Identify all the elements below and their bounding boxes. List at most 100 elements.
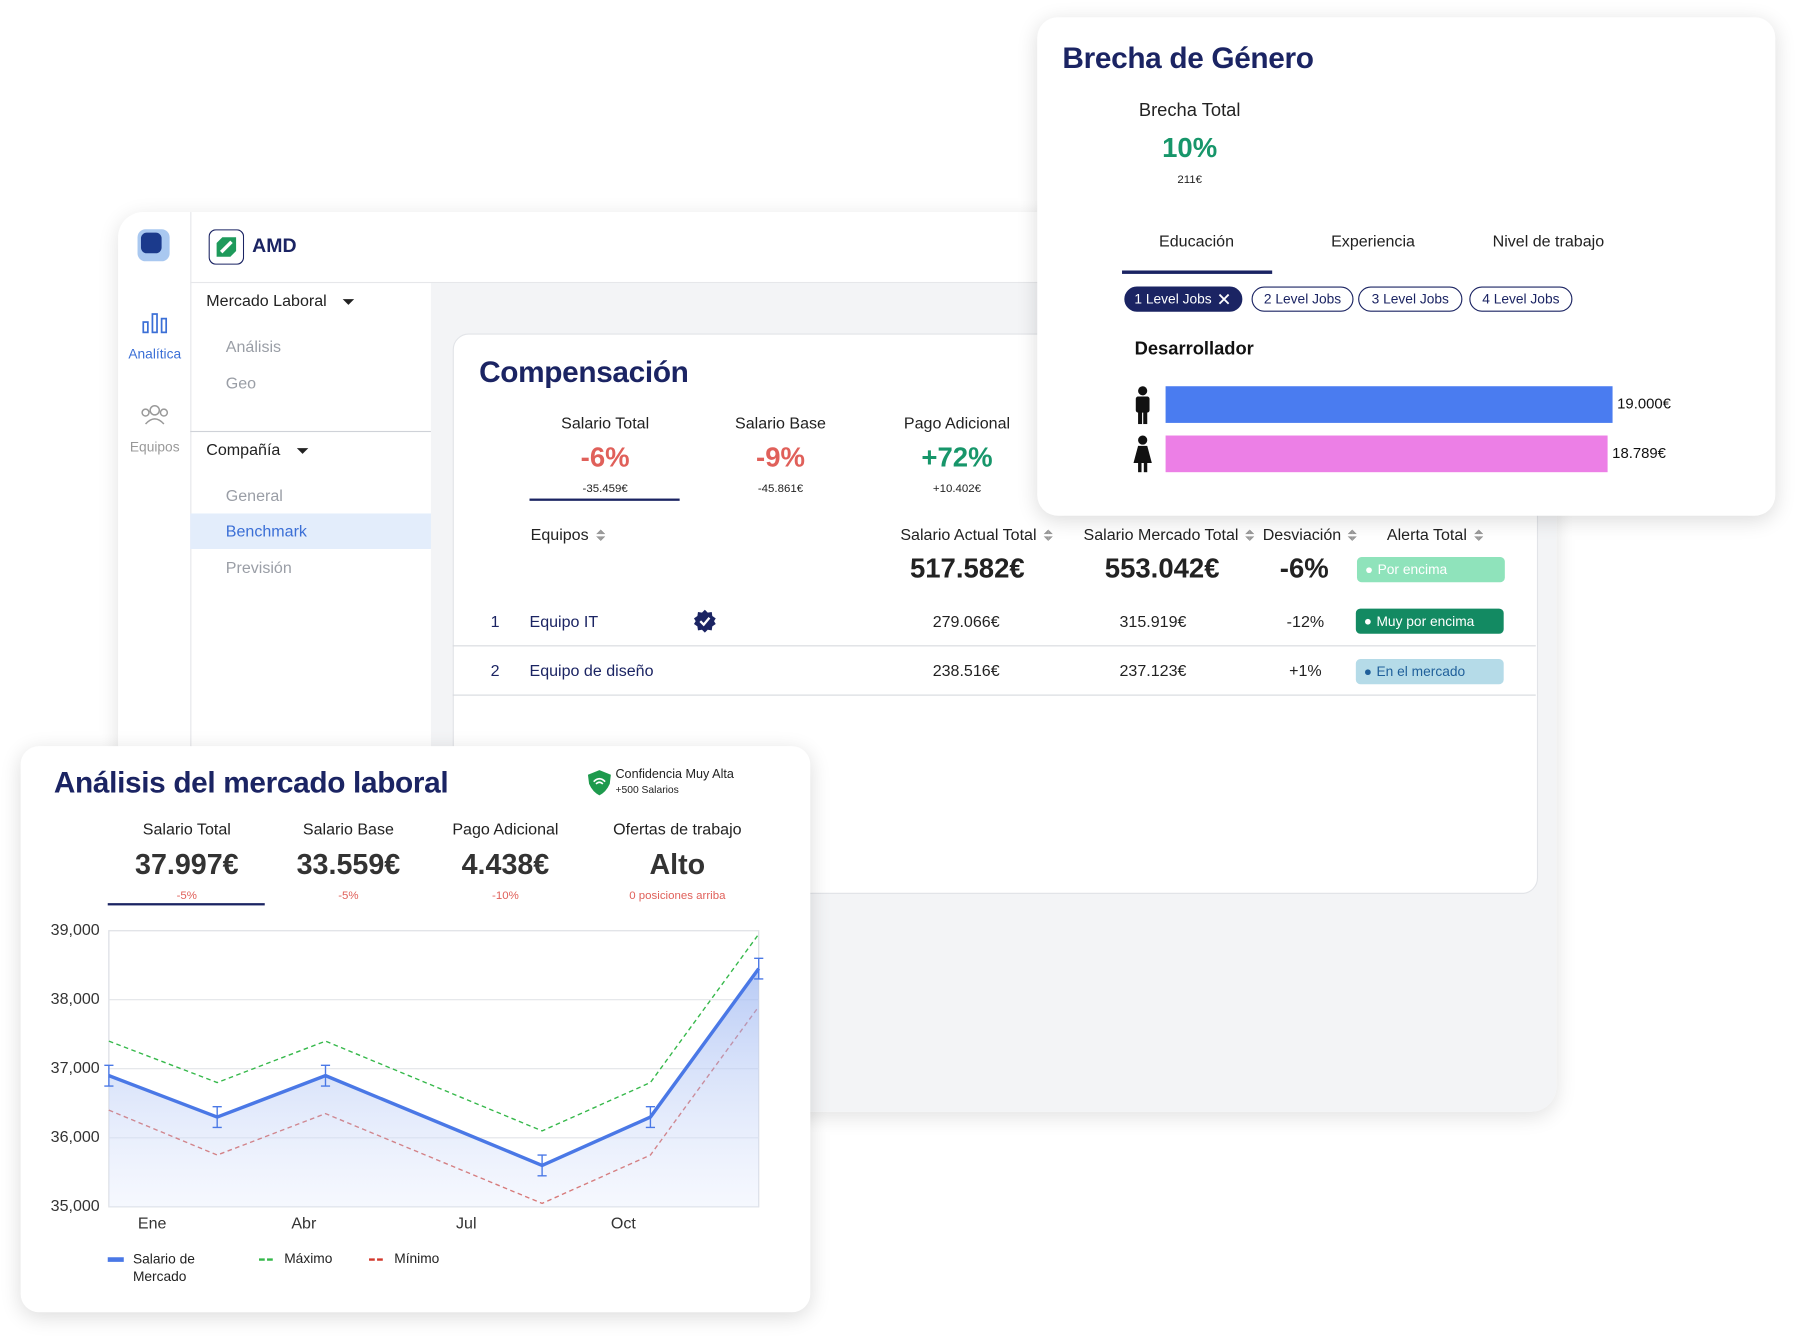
nav-item[interactable]: Previsión [225,558,292,577]
cell: 315.919€ [1119,612,1187,631]
total-cell: -6% [1279,553,1329,585]
column-name: Equipos [530,524,589,544]
caret [296,447,308,454]
alert-text: Muy por encima [1376,613,1475,630]
team-name[interactable]: Equipo de diseño [529,661,654,680]
row-index: 2 [490,661,500,680]
icon-sidebar [118,212,192,1112]
total-cell: 553.042€ [1104,553,1220,585]
column-header[interactable]: Alerta Total [1387,525,1483,543]
nav-active-bg [190,513,431,549]
team-name[interactable]: Equipo IT [529,612,599,631]
column-name: Salario Mercado Total [1083,524,1239,544]
filter-chip[interactable]: 2 Level Jobs [1251,286,1354,312]
line [108,967,761,1168]
tab-active[interactable]: Educación [1159,231,1235,250]
column-header[interactable]: Salario Mercado Total [1084,525,1255,543]
column-header[interactable]: Salario Actual Total [900,524,1053,544]
close-icon[interactable] [1216,293,1232,305]
error-bar [537,1154,547,1177]
alert-pill: En el mercado [1355,659,1504,685]
company-name: AMD [252,234,297,257]
nav-item-active[interactable]: Benchmark [225,521,307,540]
legend-label: Salario de Mercado [133,1251,195,1283]
badge-text: Confidencia Muy Alta [615,767,734,782]
gender-chart: Desarrollador 19.000€ 18.789€ [1133,337,1672,473]
x-tick-label: Oct [611,1214,636,1232]
value-label: 19.000€ [1617,397,1671,413]
column-name: Alerta Total [1386,524,1467,544]
kpi-sub: -10% [492,889,519,903]
kpi-value: -6% [580,442,630,474]
kpi-value: 4.438€ [461,848,550,881]
alert-pill: Muy por encima [1355,608,1504,634]
kpi-value: 37.997€ [135,848,239,881]
error-bar [320,1064,331,1087]
kpi-sub: -45.861€ [757,483,804,496]
line [108,933,760,1132]
gender-gap-card: Brecha de Género Brecha Total 10% 211€ E… [1037,17,1776,516]
chart-subtitle: Desarrollador [1135,337,1254,358]
line-chart: 35,000 36,000 37,000 38,000 39,000 Ene Abr Jul O… [51,921,764,1283]
market-card: Análisis del mercado laboral Confidencia… [20,746,811,1313]
kpi-value: +72% [921,442,993,474]
app-logo-inner [140,232,162,254]
kpi-label: Salario Base [734,413,826,433]
kpi-sub: -5% [338,889,359,903]
alert-text: Por encima [1377,561,1448,578]
legend-label: Máximo [284,1251,332,1266]
nav-group[interactable]: Compañía [206,440,308,458]
bar [1165,386,1613,423]
kpi-underline [107,903,265,906]
nav-item[interactable]: Geo [225,373,257,392]
filter-chip-active[interactable]: 1 Level Jobs [1124,286,1243,312]
x-tick-label: Abr [291,1214,317,1232]
kpi-sub: -5% [176,889,198,903]
card-title: Brecha de Género [1062,40,1314,76]
kpi-label: Salario Total [561,413,650,433]
app-logo[interactable] [137,229,170,262]
filter-chip[interactable]: 3 Level Jobs [1358,286,1463,312]
sort-icon [1473,529,1483,542]
sort-icon [1245,529,1255,542]
sort-icon [595,529,605,542]
chip-text: 2 Level Jobs [1263,291,1342,308]
shield-icon [587,770,611,796]
tab[interactable]: Nivel de trabajo [1492,231,1605,250]
nav-group[interactable]: Mercado Laboral [206,291,355,309]
female-icon [1133,435,1152,473]
column-header[interactable]: Desviación [1263,525,1358,543]
cell: 279.066€ [932,612,1000,631]
kpi-label: Pago Adicional [452,819,559,838]
y-tick-label: 36,000 [51,1128,100,1146]
kpi-sub: 0 posiciones arriba [629,889,726,903]
filter-chip[interactable]: 4 Level Jobs [1469,286,1573,312]
nav-item[interactable]: Análisis [225,336,282,356]
y-tick-label: 37,000 [51,1059,100,1077]
cell: +1% [1289,661,1322,680]
chip-text: 3 Level Jobs [1371,291,1449,308]
row-index: 1 [490,612,500,631]
row-divider [452,645,1536,647]
cell: 237.123€ [1119,661,1187,680]
total-sub: 211€ [1177,173,1202,187]
tab[interactable]: Experiencia [1331,231,1415,250]
kpi-label: Pago Adicional [903,413,1011,433]
error-bar [754,957,764,980]
error-bar [104,1064,114,1087]
analytics-icon[interactable] [142,312,168,335]
header-divider [190,281,1557,284]
legend-label-line: Mercado [133,1268,187,1283]
legend-label-line: Salario de [133,1251,195,1266]
nav-item[interactable]: General [225,485,283,505]
column-header[interactable]: Equipos [531,525,605,543]
sidebar-item[interactable]: Equipos [129,438,180,456]
kpi-label: Salario Total [142,819,231,838]
teams-icon[interactable] [140,403,170,426]
sidebar-item[interactable]: Analítica [128,346,182,363]
legend-label: Mínimo [394,1251,439,1266]
tab-underline [1122,270,1273,274]
column-name: Salario Actual Total [900,524,1037,544]
